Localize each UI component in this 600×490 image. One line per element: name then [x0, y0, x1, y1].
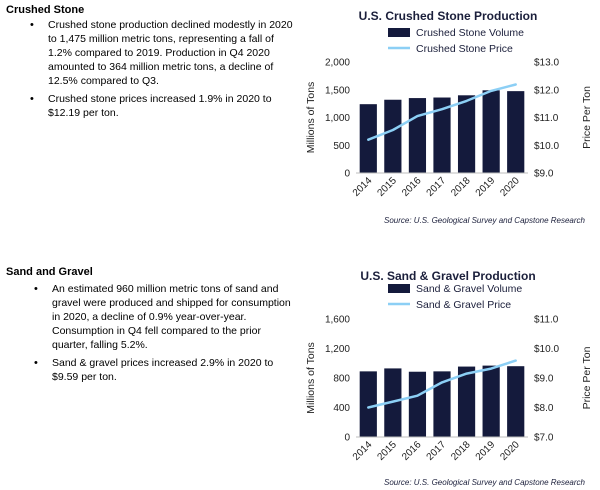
y2-tick-label: $8.0 [534, 403, 554, 414]
bar [457, 95, 476, 173]
x-tick-label: 2015 [375, 175, 399, 199]
x-tick-label: 2017 [425, 439, 449, 463]
legend-label: Sand & Gravel Price [416, 299, 511, 311]
x-tick-label: 2015 [375, 439, 399, 463]
y-tick-label: 1,600 [325, 315, 350, 326]
bullet-item: Crushed stone production declined modest… [30, 18, 295, 88]
bar [408, 98, 427, 173]
x-tick-label: 2020 [498, 439, 522, 463]
y2-tick-label: $10.0 [534, 344, 559, 355]
y-tick-label: 1,000 [325, 113, 350, 124]
y-tick-label: 1,200 [325, 344, 350, 355]
section-heading: Sand and Gravel [6, 266, 93, 278]
y-axis-label: Millions of Tons [305, 82, 317, 154]
source-note: Source: U.S. Geological Survey and Capst… [384, 216, 586, 225]
bar [384, 99, 402, 173]
x-tick-label: 2016 [400, 175, 424, 199]
x-tick-label: 2016 [400, 439, 424, 463]
y-tick-label: 2,000 [325, 58, 350, 69]
y2-tick-label: $11.0 [534, 113, 559, 124]
legend-label: Crushed Stone Price [416, 43, 513, 55]
chart-title: U.S. Crushed Stone Production [359, 9, 538, 23]
bar [482, 365, 500, 437]
y2-tick-label: $9.0 [534, 169, 554, 180]
x-tick-label: 2018 [449, 439, 473, 463]
x-tick-label: 2019 [474, 439, 498, 463]
y2-axis-label: Price Per Ton [581, 346, 593, 409]
y2-tick-label: $11.0 [534, 315, 559, 326]
legend-label: Crushed Stone Volume [416, 27, 524, 39]
y-tick-label: 800 [333, 374, 350, 385]
chart-title: U.S. Sand & Gravel Production [360, 269, 535, 283]
legend-label: Sand & Gravel Volume [416, 283, 522, 295]
y2-tick-label: $10.0 [534, 141, 559, 152]
y-axis-label: Millions of Tons [305, 342, 317, 414]
y-tick-label: 0 [344, 433, 350, 444]
y2-tick-label: $7.0 [534, 433, 554, 444]
y-tick-label: 1,500 [325, 85, 350, 96]
x-tick-label: 2018 [449, 175, 473, 199]
x-tick-label: 2014 [351, 439, 375, 463]
y-tick-label: 0 [344, 169, 350, 180]
y-tick-label: 400 [333, 403, 350, 414]
y2-axis-label: Price Per Ton [581, 86, 593, 149]
crushed-stone-chart: U.S. Crushed Stone Production Crushed Sto… [305, 9, 593, 225]
crushed-stone-section: Crushed Stone Crushed stone production d… [0, 0, 600, 240]
bar [507, 366, 525, 437]
bar [433, 371, 451, 437]
sand-gravel-section: Sand and Gravel An estimated 960 million… [0, 262, 600, 490]
bullet-item: Crushed stone prices increased 1.9% in 2… [30, 92, 295, 120]
y2-tick-label: $9.0 [534, 374, 554, 385]
bar [433, 97, 451, 173]
x-tick-label: 2019 [474, 175, 498, 199]
source-note: Source: U.S. Geological Survey and Capst… [384, 478, 586, 487]
y-tick-label: 500 [333, 141, 350, 152]
legend-swatch-volume [388, 28, 410, 37]
x-tick-label: 2020 [498, 175, 522, 199]
bar [507, 91, 525, 173]
legend-swatch-volume [388, 284, 410, 293]
bullet-item: Sand & gravel prices increased 2.9% in 2… [34, 356, 296, 384]
x-tick-label: 2014 [351, 175, 375, 199]
bar [482, 90, 500, 173]
bullet-item: An estimated 960 million metric tons of … [34, 282, 296, 352]
section-heading: Crushed Stone [6, 4, 85, 16]
bar [408, 371, 427, 437]
bar [457, 366, 476, 437]
price-line [367, 359, 517, 409]
y2-tick-label: $13.0 [534, 58, 559, 69]
x-tick-label: 2017 [425, 175, 449, 199]
price-line [367, 83, 517, 141]
y2-tick-label: $12.0 [534, 85, 559, 96]
bullet-list: An estimated 960 million metric tons of … [34, 282, 296, 388]
bar [359, 371, 377, 437]
bullet-list: Crushed stone production declined modest… [30, 18, 295, 124]
